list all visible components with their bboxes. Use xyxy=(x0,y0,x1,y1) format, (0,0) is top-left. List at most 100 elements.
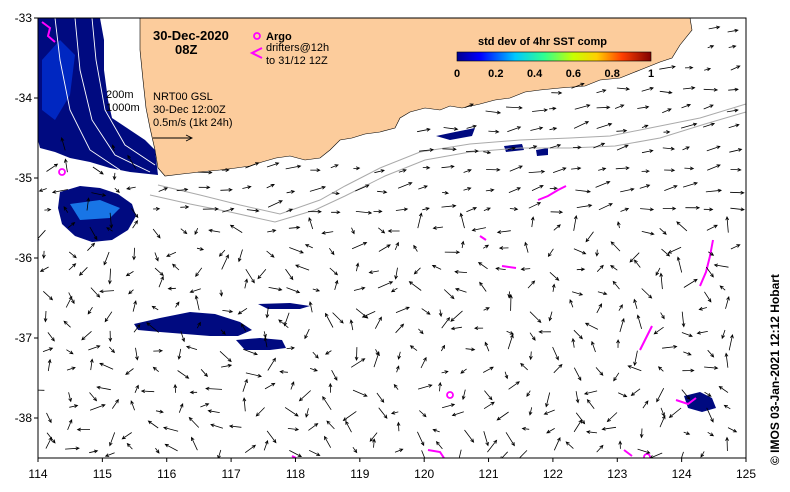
current-arrow xyxy=(662,146,676,151)
current-arrow xyxy=(393,383,399,390)
current-arrow xyxy=(395,207,409,212)
current-arrow xyxy=(465,149,479,154)
current-arrow xyxy=(353,286,366,291)
x-tick-label: 114 xyxy=(28,467,47,481)
current-arrow xyxy=(616,144,629,151)
current-arrow xyxy=(65,295,73,308)
current-arrow xyxy=(298,390,311,402)
current-arrow xyxy=(200,369,209,377)
current-arrow xyxy=(178,403,184,413)
sst-patch-116 xyxy=(134,312,252,336)
current-arrow xyxy=(417,127,431,133)
current-arrow xyxy=(504,371,509,380)
current-arrow xyxy=(88,345,101,351)
current-arrow xyxy=(680,122,698,129)
current-arrow xyxy=(637,105,650,110)
current-arrow xyxy=(229,224,243,233)
current-arrow xyxy=(257,269,267,280)
current-arrow xyxy=(328,382,333,393)
current-arrow xyxy=(728,123,740,129)
current-arrow xyxy=(321,230,334,235)
current-arrow xyxy=(569,299,574,308)
current-arrow xyxy=(228,424,242,429)
current-arrow xyxy=(38,389,45,391)
current-arrow xyxy=(132,300,137,312)
current-arrow xyxy=(649,452,663,458)
current-arrow xyxy=(65,446,80,451)
current-arrow xyxy=(398,169,407,173)
current-arrow xyxy=(496,230,511,234)
current-arrow xyxy=(132,220,139,229)
current-arrow xyxy=(641,288,653,299)
current-arrow xyxy=(629,252,640,263)
sst-patch-east-1 xyxy=(436,128,475,140)
current-arrow xyxy=(263,336,268,348)
current-arrow xyxy=(610,264,618,271)
current-arrow xyxy=(438,381,442,392)
current-arrow xyxy=(196,321,201,329)
current-arrow xyxy=(109,346,116,354)
drifter-tracks xyxy=(41,21,714,458)
current-arrow xyxy=(659,272,664,290)
x-tick-label: 115 xyxy=(93,467,112,481)
current-arrow xyxy=(508,381,520,390)
current-arrow xyxy=(700,451,705,458)
plot-frame xyxy=(37,17,747,459)
y-tick-label: -37 xyxy=(15,331,33,345)
current-arrow xyxy=(43,310,48,323)
current-arrow xyxy=(641,86,654,92)
current-arrow xyxy=(310,168,321,173)
current-arrow xyxy=(552,167,567,173)
current-arrow xyxy=(618,304,623,311)
current-arrow xyxy=(505,105,523,110)
current-arrow xyxy=(442,147,457,152)
current-arrow xyxy=(727,427,738,433)
current-arrow xyxy=(657,366,664,372)
current-arrow xyxy=(483,207,491,211)
scale-label: 0.5m/s (1kt 24h) xyxy=(153,117,232,129)
current-arrow xyxy=(551,91,563,95)
current-arrow xyxy=(483,366,494,373)
current-arrow xyxy=(548,311,553,322)
current-arrow xyxy=(726,108,739,113)
current-arrow xyxy=(640,207,655,212)
current-arrow xyxy=(43,291,54,301)
current-arrow xyxy=(106,227,113,232)
current-arrow xyxy=(684,65,694,70)
credit-text: © IMOS 03-Jan-2021 12:12 Hobart xyxy=(768,274,782,465)
current-arrow xyxy=(466,207,478,213)
current-arrow xyxy=(76,427,91,432)
current-arrow xyxy=(377,190,388,194)
drifter-legend-icon xyxy=(249,47,263,59)
current-arrow xyxy=(109,432,116,447)
current-arrow xyxy=(121,432,132,440)
current-arrow xyxy=(390,287,398,293)
current-arrow xyxy=(505,432,515,447)
current-arrow xyxy=(460,368,467,374)
current-arrow xyxy=(641,124,649,129)
current-arrow xyxy=(571,82,585,89)
current-arrow xyxy=(454,287,467,293)
current-arrow xyxy=(698,306,708,311)
current-arrow xyxy=(487,439,498,453)
current-arrow xyxy=(353,166,361,171)
current-arrow xyxy=(552,346,559,361)
current-arrow xyxy=(553,363,563,374)
current-arrow xyxy=(460,240,465,249)
current-arrow xyxy=(549,106,557,111)
current-arrow xyxy=(135,347,139,361)
current-arrow xyxy=(361,311,376,318)
current-arrow xyxy=(394,448,404,453)
current-arrow xyxy=(419,410,427,418)
current-arrow xyxy=(69,404,79,409)
current-arrow xyxy=(99,289,115,294)
current-arrow xyxy=(676,221,688,232)
current-arrow xyxy=(618,392,628,398)
current-arrow xyxy=(46,412,52,424)
current-arrow xyxy=(394,241,399,251)
current-arrow xyxy=(418,185,428,190)
current-arrow xyxy=(155,447,160,454)
x-tick-label: 124 xyxy=(672,467,692,481)
current-arrow xyxy=(484,390,493,401)
current-arrow xyxy=(345,420,352,433)
